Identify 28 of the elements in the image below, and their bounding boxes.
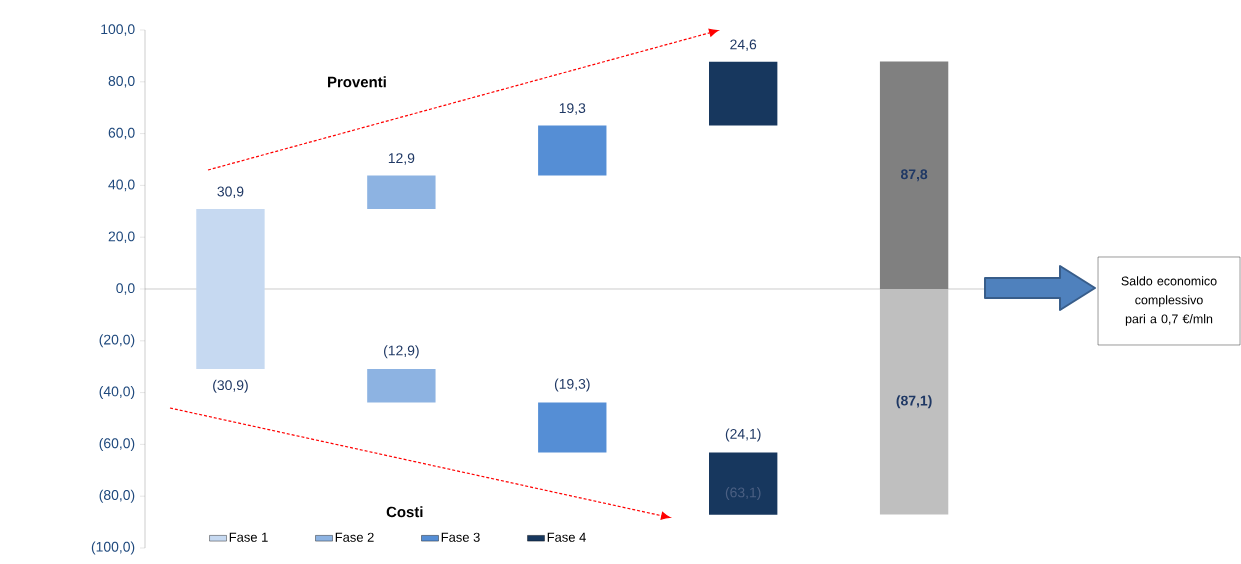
legend-label: Fase 4	[547, 532, 586, 542]
data-label: (12,9)	[384, 345, 419, 359]
data-label: 19,3	[559, 103, 586, 115]
y-tick-label: (20,0)	[99, 334, 135, 348]
legend-label: Fase 1	[229, 532, 268, 542]
annotation: Proventi	[328, 76, 386, 88]
y-tick-label: (100,0)	[91, 541, 135, 555]
data-label: (19,3)	[554, 378, 590, 392]
data-label: 87,8	[900, 169, 928, 182]
data-label: 30,9	[217, 186, 244, 199]
legend-label: Fase 3	[441, 532, 480, 542]
data-label: (30,9)	[213, 379, 248, 393]
legend-label: Fase 2	[335, 532, 374, 542]
y-tick-label: 80,0	[108, 76, 135, 88]
annotation: Costi	[386, 506, 423, 518]
y-tick-label: 60,0	[108, 127, 135, 140]
y-tick-label: 0,0	[116, 283, 135, 295]
y-tick-label: 20,0	[108, 231, 135, 243]
data-label: 24,6	[730, 39, 757, 51]
text: Saldo economico complessivo pari a 0,7 €/mln	[1121, 276, 1217, 326]
y-tick-label: (80,0)	[99, 489, 135, 503]
y-tick-label: 40,0	[108, 179, 135, 192]
y-tick-label: (40,0)	[99, 386, 135, 400]
data-label: (87,1)	[896, 395, 932, 409]
y-tick-label: 100,0	[101, 24, 135, 36]
y-tick-label: (60,0)	[99, 437, 135, 451]
data-label: 12,9	[388, 153, 415, 165]
data-label: (24,1)	[725, 428, 761, 442]
